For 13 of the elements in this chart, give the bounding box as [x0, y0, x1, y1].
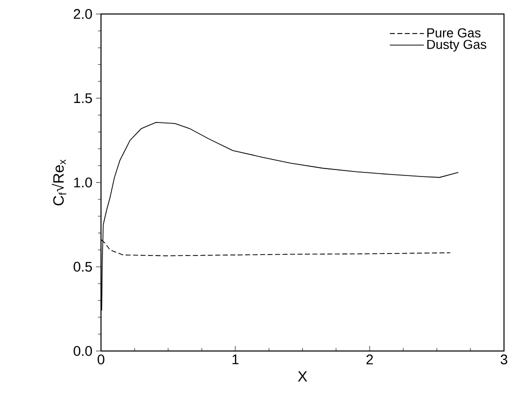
y-axis-title: C$_{f}$√Re$_{x}$: [52, 160, 66, 206]
x-axis-title: X: [298, 371, 308, 382]
y-tick-label: 1.0: [74, 178, 92, 188]
y-tick-label: 2.0: [74, 9, 92, 19]
x-tick-label: 2: [366, 354, 373, 364]
legend-label: Dusty Gas: [427, 40, 486, 52]
legend-label: Pure Gas: [427, 28, 481, 38]
y-tick-label: 1.5: [74, 93, 92, 104]
x-tick-label: 3: [500, 354, 508, 364]
x-tick-label: 1: [232, 354, 239, 364]
y-tick-label: 0.5: [74, 262, 92, 272]
y-tick-label: 0.0: [74, 346, 92, 356]
x-tick-label: 0: [98, 354, 104, 364]
